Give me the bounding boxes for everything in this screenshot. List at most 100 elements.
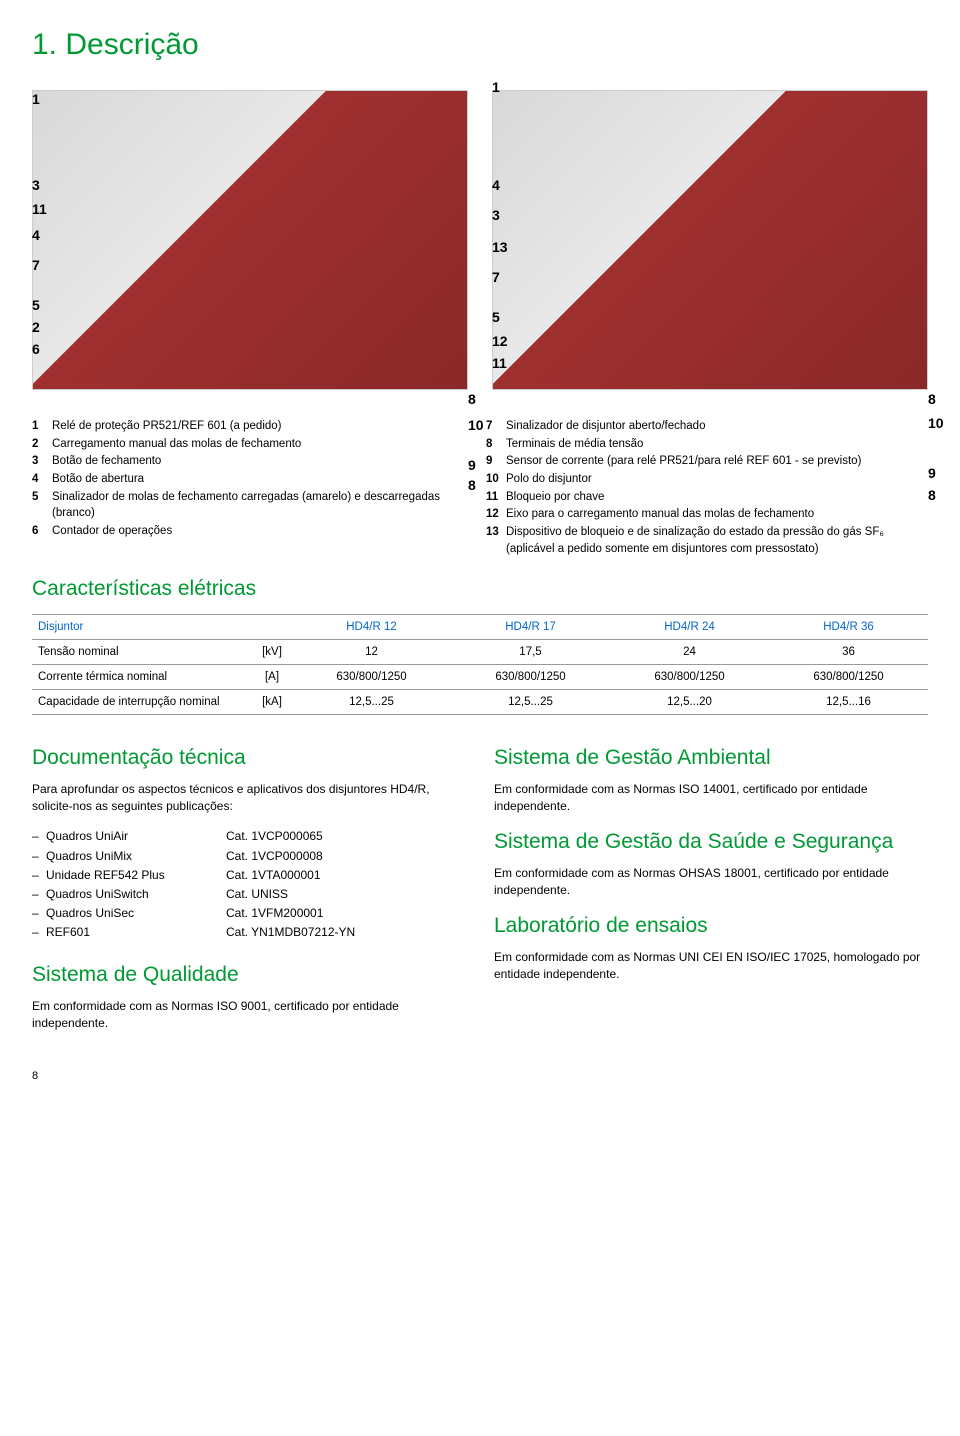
row-value: 630/800/1250 (292, 664, 451, 689)
list-item: Quadros UniMixCat. 1VCP000008 (32, 847, 466, 866)
lower-left: Documentação técnica Para aprofundar os … (32, 739, 466, 1044)
pub-name: Quadros UniSec (46, 904, 226, 923)
legend-num: 9 (486, 453, 506, 470)
legend-text: Eixo para o carregamento manual das mola… (506, 506, 928, 523)
lab-text: Em conformidade com as Normas UNI CEI EN… (494, 949, 928, 984)
legend-row: 5Sinalizador de molas de fechamento carr… (32, 489, 474, 522)
legend-num: 4 (32, 471, 52, 488)
callout-label: 8 (468, 476, 476, 496)
qualidade-heading: Sistema de Qualidade (32, 960, 466, 989)
callout-label: 8 (468, 390, 476, 410)
list-item: REF601Cat. YN1MDB07212-YN (32, 923, 466, 942)
row-label: Capacidade de interrupção nominal (32, 690, 252, 715)
callout-label: 10 (928, 414, 944, 434)
pub-cat: Cat. 1VCP000008 (226, 847, 323, 866)
callout-label: 9 (928, 464, 936, 484)
legend-right: 7Sinalizador de disjuntor aberto/fechado… (486, 418, 928, 558)
pub-name: Quadros UniMix (46, 847, 226, 866)
legend-text: Contador de operações (52, 523, 474, 540)
row-value: 12,5...25 (292, 690, 451, 715)
figure-left: 131147526 81098 (32, 90, 468, 390)
list-item: Quadros UniSecCat. 1VFM200001 (32, 904, 466, 923)
legend-text: Carregamento manual das molas de fechame… (52, 436, 474, 453)
pub-cat: Cat. 1VFM200001 (226, 904, 323, 923)
legend-row: 9Sensor de corrente (para relé PR521/par… (486, 453, 928, 470)
table-row: Corrente térmica nominal[A]630/800/12506… (32, 664, 928, 689)
callout-label: 7 (32, 256, 40, 276)
elec-header-row: DisjuntorHD4/R 12HD4/R 17HD4/R 24HD4/R 3… (32, 614, 928, 639)
row-value: 630/800/1250 (769, 664, 928, 689)
saude-text: Em conformidade com as Normas OHSAS 1800… (494, 865, 928, 900)
legend-text: Terminais de média tensão (506, 436, 928, 453)
row-value: 12,5...25 (451, 690, 610, 715)
legend-row: 12Eixo para o carregamento manual das mo… (486, 506, 928, 523)
legend-text: Polo do disjuntor (506, 471, 928, 488)
legend-text: Sensor de corrente (para relé PR521/para… (506, 453, 928, 470)
page-title: 1. Descrição (32, 24, 928, 66)
legend-row: 8Terminais de média tensão (486, 436, 928, 453)
saude-heading: Sistema de Gestão da Saúde e Segurança (494, 827, 928, 856)
legend-text: Sinalizador de disjuntor aberto/fechado (506, 418, 928, 435)
doc-tec-intro: Para aprofundar os aspectos técnicos e a… (32, 781, 466, 816)
legend-num: 13 (486, 524, 506, 557)
callout-label: 11 (492, 354, 507, 374)
callout-label: 4 (32, 226, 40, 246)
callout-label: 2 (32, 318, 40, 338)
elec-heading: Características elétricas (32, 574, 928, 603)
doc-tec-heading: Documentação técnica (32, 743, 466, 772)
elec-header-cell: HD4/R 12 (292, 614, 451, 639)
legend-text: Dispositivo de bloqueio e de sinalização… (506, 524, 928, 557)
pub-name: Quadros UniAir (46, 827, 226, 846)
callout-label: 3 (32, 176, 40, 196)
legend-num: 10 (486, 471, 506, 488)
legend-num: 2 (32, 436, 52, 453)
qualidade-text: Em conformidade com as Normas ISO 9001, … (32, 998, 466, 1033)
list-item: Quadros UniSwitchCat. UNISS (32, 885, 466, 904)
row-value: 630/800/1250 (451, 664, 610, 689)
legend-row: 13Dispositivo de bloqueio e de sinalizaç… (486, 524, 928, 557)
device-image-left (32, 90, 468, 390)
legend-row: 1Relé de proteção PR521/REF 601 (a pedid… (32, 418, 474, 435)
legend-text: Botão de abertura (52, 471, 474, 488)
row-unit: [A] (252, 664, 292, 689)
elec-body: Tensão nominal[kV]1217,52436Corrente tér… (32, 639, 928, 714)
legend-num: 6 (32, 523, 52, 540)
legend-row: 3Botão de fechamento (32, 453, 474, 470)
callout-label: 7 (492, 268, 500, 288)
legend-columns: 1Relé de proteção PR521/REF 601 (a pedid… (32, 418, 928, 558)
legend-text: Botão de fechamento (52, 453, 474, 470)
pub-cat: Cat. UNISS (226, 885, 288, 904)
legend-num: 7 (486, 418, 506, 435)
pub-cat: Cat. 1VCP000065 (226, 827, 323, 846)
device-image-right (492, 90, 928, 390)
callout-label: 12 (492, 332, 508, 352)
row-value: 630/800/1250 (610, 664, 769, 689)
callout-label: 13 (492, 238, 508, 258)
callout-label: 8 (928, 486, 936, 506)
list-item: Quadros UniAirCat. 1VCP000065 (32, 827, 466, 846)
ambiental-heading: Sistema de Gestão Ambiental (494, 743, 928, 772)
figure-right: 14313751211 81098 (492, 90, 928, 390)
legend-left: 1Relé de proteção PR521/REF 601 (a pedid… (32, 418, 474, 558)
callout-label: 8 (928, 390, 936, 410)
figures-row: 131147526 81098 14313751211 81098 (32, 90, 928, 390)
callout-label: 4 (492, 176, 500, 196)
row-label: Tensão nominal (32, 639, 252, 664)
row-unit: [kA] (252, 690, 292, 715)
lower-columns: Documentação técnica Para aprofundar os … (32, 739, 928, 1044)
pub-cat: Cat. 1VTA000001 (226, 866, 321, 885)
callout-label: 11 (32, 200, 47, 220)
page-number: 8 (32, 1069, 928, 1084)
elec-header-cell: Disjuntor (32, 614, 292, 639)
lower-right: Sistema de Gestão Ambiental Em conformid… (494, 739, 928, 1044)
legend-num: 11 (486, 489, 506, 506)
ambiental-text: Em conformidade com as Normas ISO 14001,… (494, 781, 928, 816)
pub-name: Quadros UniSwitch (46, 885, 226, 904)
table-row: Capacidade de interrupção nominal[kA]12,… (32, 690, 928, 715)
legend-num: 8 (486, 436, 506, 453)
row-value: 17,5 (451, 639, 610, 664)
callout-label: 5 (492, 308, 500, 328)
legend-num: 12 (486, 506, 506, 523)
elec-table: DisjuntorHD4/R 12HD4/R 17HD4/R 24HD4/R 3… (32, 614, 928, 715)
legend-row: 4Botão de abertura (32, 471, 474, 488)
